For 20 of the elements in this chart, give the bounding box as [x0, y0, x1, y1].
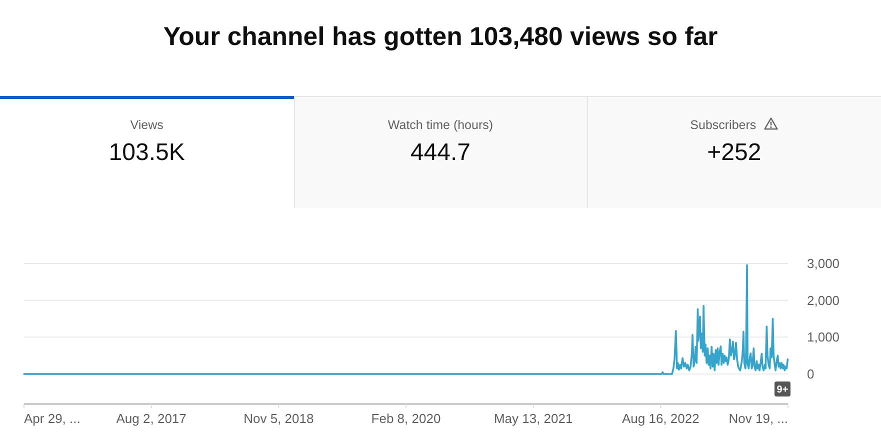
x-tick-label: Feb 8, 2020 — [371, 411, 441, 426]
category-label: Views — [130, 118, 164, 132]
y-tick-label: 1,000 — [807, 330, 840, 345]
x-tick-label: Apr 29, ... — [24, 411, 80, 426]
x-tick-label: Aug 2, 2017 — [116, 411, 186, 426]
x-tick-label: Nov 5, 2018 — [244, 411, 314, 426]
text: 9+ — [776, 384, 788, 396]
x-tick-label: Aug 16, 2022 — [622, 411, 700, 426]
x-tick-label: May 13, 2021 — [494, 411, 573, 426]
text: +252 — [707, 139, 762, 166]
y-tick-label: 0 — [807, 366, 814, 382]
text: 444.7 — [410, 139, 471, 166]
text: Your channel has gotten 103,480 views so far — [163, 23, 718, 51]
y-tick-label: 2,000 — [807, 292, 840, 308]
line-series — [23, 264, 789, 375]
category-label: Watch time (hours) — [388, 118, 494, 132]
text: 103.5K — [108, 139, 185, 166]
y-tick-label: 3,000 — [807, 256, 840, 272]
category-label: Subscribers — [690, 118, 756, 132]
x-tick-label: Nov 19, ... — [728, 411, 788, 426]
